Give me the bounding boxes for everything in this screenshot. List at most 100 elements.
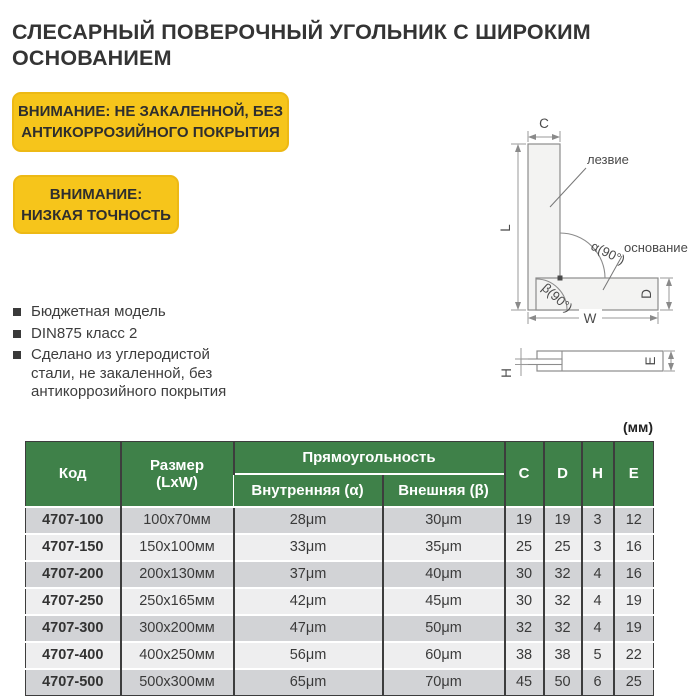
cell-e: 19 (612, 586, 654, 615)
page-title: СЛЕСАРНЫЙ ПОВЕРОЧНЫЙ УГОЛЬНИК С ШИРОКИМ … (12, 20, 692, 71)
cell-inner: 65μm (232, 667, 383, 696)
cell-outer: 30μm (381, 505, 505, 534)
warning-line: НИЗКАЯ ТОЧНОСТЬ (21, 206, 171, 224)
alpha-angle-arc (559, 232, 606, 279)
cell-code: 4707-500 (25, 667, 121, 696)
column-header-e: E (612, 441, 654, 507)
base-label: основание (624, 240, 688, 255)
cell-outer: 40μm (381, 559, 505, 588)
spec-table: Код Размер (LxW) Прямоугольность C D H E… (25, 441, 655, 696)
column-header-c: C (503, 441, 544, 507)
cell-outer: 45μm (381, 586, 505, 615)
page-title-line1: СЛЕСАРНЫЙ ПОВЕРОЧНЫЙ УГОЛЬНИК С ШИРОКИМ (12, 20, 591, 45)
side-view-blade-tongue (520, 358, 563, 366)
warning-badge-low-accuracy: ВНИМАНИЕ: НИЗКАЯ ТОЧНОСТЬ (13, 175, 179, 234)
cell-outer: 50μm (381, 613, 505, 642)
cell-d: 38 (542, 640, 582, 669)
cell-h: 4 (580, 613, 614, 642)
cell-inner: 33μm (232, 532, 383, 561)
dim-label-l: L (498, 224, 513, 232)
feature-text: DIN875 класс 2 (31, 324, 138, 342)
cell-e: 12 (612, 505, 654, 534)
dim-label-e: E (643, 356, 658, 365)
base-leader-line (602, 255, 623, 291)
square-bullet-icon (13, 351, 21, 359)
cell-inner: 37μm (232, 559, 383, 588)
warning-line: АНТИКОРРОЗИЙНОГО ПОКРЫТИЯ (21, 124, 280, 141)
cell-size: 500x300мм (119, 667, 234, 696)
cell-c: 32 (503, 613, 544, 642)
cell-e: 19 (612, 613, 654, 642)
table-row: 4707-250 250x165мм 42μm 45μm 30 32 4 19 (25, 586, 654, 615)
cell-size: 250x165мм (119, 586, 234, 615)
list-item: Сделано из углеродистой стали, не закале… (13, 346, 248, 402)
cell-c: 38 (503, 640, 544, 669)
cell-size: 150x100мм (119, 532, 234, 561)
blade-label: лезвие (587, 152, 629, 167)
spec-table-body: 4707-100 100x70мм 28μm 30μm 19 19 3 12 4707-150 1… (25, 505, 654, 696)
cell-code: 4707-300 (25, 613, 121, 642)
page-title-line2: ОСНОВАНИЕМ (12, 45, 172, 70)
column-header-squareness: Прямоугольность (232, 441, 505, 474)
cell-d: 25 (542, 532, 582, 561)
technical-drawing: C L W D α(90°) β(90°) лезвие основание (498, 116, 688, 378)
feature-text: Бюджетная модель (31, 303, 166, 320)
list-item: DIN875 класс 2 (13, 325, 248, 344)
table-row: 4707-150 150x100мм 33μm 35μm 25 25 3 16 (25, 532, 654, 561)
cell-d: 19 (542, 505, 582, 534)
square-bullet-icon (13, 308, 21, 316)
cell-size: 300x200мм (119, 613, 234, 642)
alpha-angle-label: α(90°) (589, 238, 628, 267)
dim-label-w: W (584, 311, 597, 326)
column-header-d: D (542, 441, 582, 507)
cell-h: 4 (580, 586, 614, 615)
cell-code: 4707-200 (25, 559, 121, 588)
cell-outer: 35μm (381, 532, 505, 561)
cell-d: 32 (542, 586, 582, 615)
column-header-h: H (580, 441, 614, 507)
cell-inner: 56μm (232, 640, 383, 669)
cell-size: 200x130мм (119, 559, 234, 588)
cell-d: 50 (542, 667, 582, 696)
cell-outer: 60μm (381, 640, 505, 669)
cell-e: 25 (612, 667, 654, 696)
cell-d: 32 (542, 559, 582, 588)
size-header-line1: Размер (149, 456, 205, 474)
cell-code: 4707-400 (25, 640, 121, 669)
table-row: 4707-400 400x250мм 56μm 60μm 38 38 5 22 (25, 640, 654, 669)
table-row: 4707-300 300x200мм 47μm 50μm 32 32 4 19 (25, 613, 654, 642)
column-header-outer-beta: Внешняя (β) (381, 472, 505, 507)
cell-inner: 28μm (232, 505, 383, 534)
cell-outer: 70μm (381, 667, 505, 696)
feature-text: Сделано из углеродистой стали, не закале… (31, 346, 227, 400)
cell-c: 30 (503, 586, 544, 615)
cell-c: 19 (503, 505, 544, 534)
size-header-line2: (LxW) (156, 473, 198, 491)
feature-list: Бюджетная модель DIN875 класс 2 Сделано … (13, 303, 248, 405)
cell-inner: 47μm (232, 613, 383, 642)
blade-leader-line (549, 167, 587, 208)
corner-junction-dot (557, 275, 563, 281)
warning-line: ВНИМАНИЕ: (49, 185, 143, 203)
units-note: (мм) (622, 419, 653, 435)
cell-h: 5 (580, 640, 614, 669)
dim-label-c: C (539, 116, 549, 131)
warning-line: ВНИМАНИЕ: НЕ ЗАКАЛЕННОЙ, БЕЗ (17, 103, 284, 120)
dim-label-h: H (499, 368, 514, 378)
table-row: 4707-200 200x130мм 37μm 40μm 30 32 4 16 (25, 559, 654, 588)
cell-code: 4707-250 (25, 586, 121, 615)
cell-h: 3 (580, 532, 614, 561)
cell-e: 16 (612, 532, 654, 561)
warning-badge-no-hardening: ВНИМАНИЕ: НЕ ЗАКАЛЕННОЙ, БЕЗ АНТИКОРРОЗИ… (12, 92, 289, 152)
beta-angle-arc (535, 278, 568, 311)
cell-size: 100x70мм (119, 505, 234, 534)
column-header-code: Код (25, 441, 121, 507)
cell-e: 16 (612, 559, 654, 588)
table-row: 4707-500 500x300мм 65μm 70μm 45 50 6 25 (25, 667, 654, 696)
cell-code: 4707-100 (25, 505, 121, 534)
column-header-size: Размер (LxW) (119, 441, 234, 507)
cell-size: 400x250мм (119, 640, 234, 669)
cell-d: 32 (542, 613, 582, 642)
cell-h: 3 (580, 505, 614, 534)
